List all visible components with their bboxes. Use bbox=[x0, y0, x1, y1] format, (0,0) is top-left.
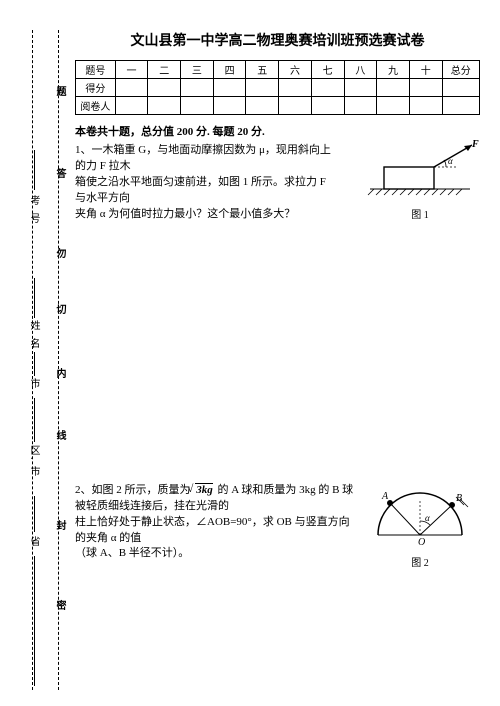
q1-line2: 箱使之沿水平地面匀速前进，如图 1 所示。求拉力 F 与水平方向 bbox=[75, 176, 326, 204]
field-xingming: 姓名 bbox=[26, 320, 41, 356]
svg-text:α: α bbox=[425, 513, 430, 523]
row-label: 题号 bbox=[76, 61, 116, 79]
binding-dashed-line-1 bbox=[32, 30, 33, 690]
fig1-alpha-label: α bbox=[448, 156, 453, 166]
vlabel-mi: 密 bbox=[52, 600, 67, 618]
vlabel-xian: 线 bbox=[52, 430, 67, 448]
table-row: 题号 一 二 三 四 五 六 七 八 九 十 总分 bbox=[76, 61, 480, 79]
q2-l3: （球 A、B 半径不计）。 bbox=[75, 547, 189, 559]
table-row: 阅卷人 bbox=[76, 97, 480, 115]
q1-line1: 一木箱重 G，与地面动摩擦因数为 μ，现用斜向上的力 F 拉木 bbox=[75, 144, 331, 172]
vlabel-feng: 封 bbox=[52, 520, 67, 538]
svg-text:A: A bbox=[381, 491, 389, 502]
vlabel-ti: 题 bbox=[52, 86, 67, 104]
score-table: 题号 一 二 三 四 五 六 七 八 九 十 总分 得分 阅卷人 bbox=[75, 60, 480, 115]
q2-l1a: 如图 2 所示，质量为 bbox=[92, 484, 191, 496]
fig1-F-label: F bbox=[471, 139, 479, 150]
field-kaohao-line bbox=[34, 150, 35, 190]
binding-dashed-line-2 bbox=[58, 30, 59, 690]
q2-num: 2、 bbox=[75, 484, 92, 496]
table-row: 得分 bbox=[76, 79, 480, 97]
q1-line3: 夹角 α 为何值时拉力最小？这个最小值多大？ bbox=[75, 208, 295, 220]
figure-1: α F 图 1 bbox=[360, 139, 480, 223]
field-shi: 市 bbox=[26, 378, 41, 396]
field-kaohao: 考号 bbox=[26, 195, 41, 231]
page-title: 文山县第一中学高二物理奥赛培训班预选赛试卷 bbox=[75, 30, 480, 50]
fig1-caption: 图 1 bbox=[360, 209, 480, 224]
vlabel-wu: 勿 bbox=[52, 248, 67, 266]
field-bottom-line bbox=[34, 556, 35, 686]
vlabel-da: 答 bbox=[52, 168, 67, 186]
svg-text:O: O bbox=[418, 537, 425, 548]
question-1: 1、一木箱重 G，与地面动摩擦因数为 μ，现用斜向上的力 F 拉木 箱使之沿水平… bbox=[75, 143, 480, 223]
field-shi-line bbox=[34, 352, 35, 376]
binding-margin: 题 答 勿 切 内 线 封 密 考号 姓名 市 区. 市 省 bbox=[0, 0, 75, 706]
question-2: 2、如图 2 所示，质量为 3kg √ 的 A 球和质量为 3kg 的 B 球被… bbox=[75, 483, 480, 563]
field-xingming-line bbox=[34, 278, 35, 318]
field-sheng-line bbox=[34, 496, 35, 532]
vlabel-nei: 内 bbox=[52, 368, 67, 386]
instruction: 本卷共十题，总分值 200 分. 每题 20 分. bbox=[75, 123, 480, 139]
field-sheng: 省 bbox=[26, 536, 41, 554]
q2-l2: 柱上恰好处于静止状态，∠AOB=90°，求 OB 与竖直方向的夹角 α 的值 bbox=[75, 516, 350, 544]
vlabel-qie: 切 bbox=[52, 304, 67, 322]
page-content: 文山县第一中学高二物理奥赛培训班预选赛试卷 题号 一 二 三 四 五 六 七 八… bbox=[75, 30, 480, 568]
q1-num: 1、 bbox=[75, 144, 92, 156]
field-qushi: 区. 市 bbox=[26, 445, 41, 478]
fig2-caption: 图 2 bbox=[360, 557, 480, 572]
field-qushi-line bbox=[34, 398, 35, 442]
figure-2: O α A B 图 2 bbox=[360, 479, 480, 571]
